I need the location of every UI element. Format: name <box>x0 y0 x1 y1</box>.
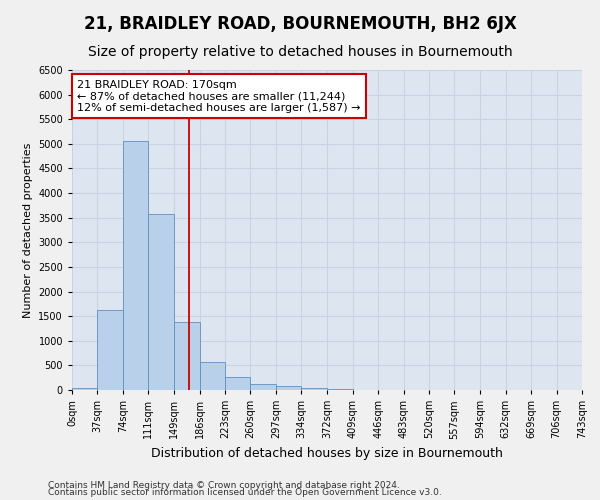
Bar <box>328 389 353 390</box>
Bar <box>200 362 225 390</box>
Bar <box>225 377 250 390</box>
Bar <box>148 214 174 390</box>
Text: Size of property relative to detached houses in Bournemouth: Size of property relative to detached ho… <box>88 45 512 59</box>
Text: Contains HM Land Registry data © Crown copyright and database right 2024.: Contains HM Land Registry data © Crown c… <box>48 480 400 490</box>
Text: Contains public sector information licensed under the Open Government Licence v3: Contains public sector information licen… <box>48 488 442 497</box>
X-axis label: Distribution of detached houses by size in Bournemouth: Distribution of detached houses by size … <box>151 447 503 460</box>
Y-axis label: Number of detached properties: Number of detached properties <box>23 142 32 318</box>
Bar <box>72 388 97 390</box>
Bar <box>301 388 328 390</box>
Bar <box>123 142 148 390</box>
Bar <box>250 384 276 390</box>
Text: 21 BRAIDLEY ROAD: 170sqm
← 87% of detached houses are smaller (11,244)
12% of se: 21 BRAIDLEY ROAD: 170sqm ← 87% of detach… <box>77 80 361 113</box>
Bar <box>174 322 200 390</box>
Bar <box>97 310 123 390</box>
Bar <box>276 386 301 390</box>
Text: 21, BRAIDLEY ROAD, BOURNEMOUTH, BH2 6JX: 21, BRAIDLEY ROAD, BOURNEMOUTH, BH2 6JX <box>83 15 517 33</box>
